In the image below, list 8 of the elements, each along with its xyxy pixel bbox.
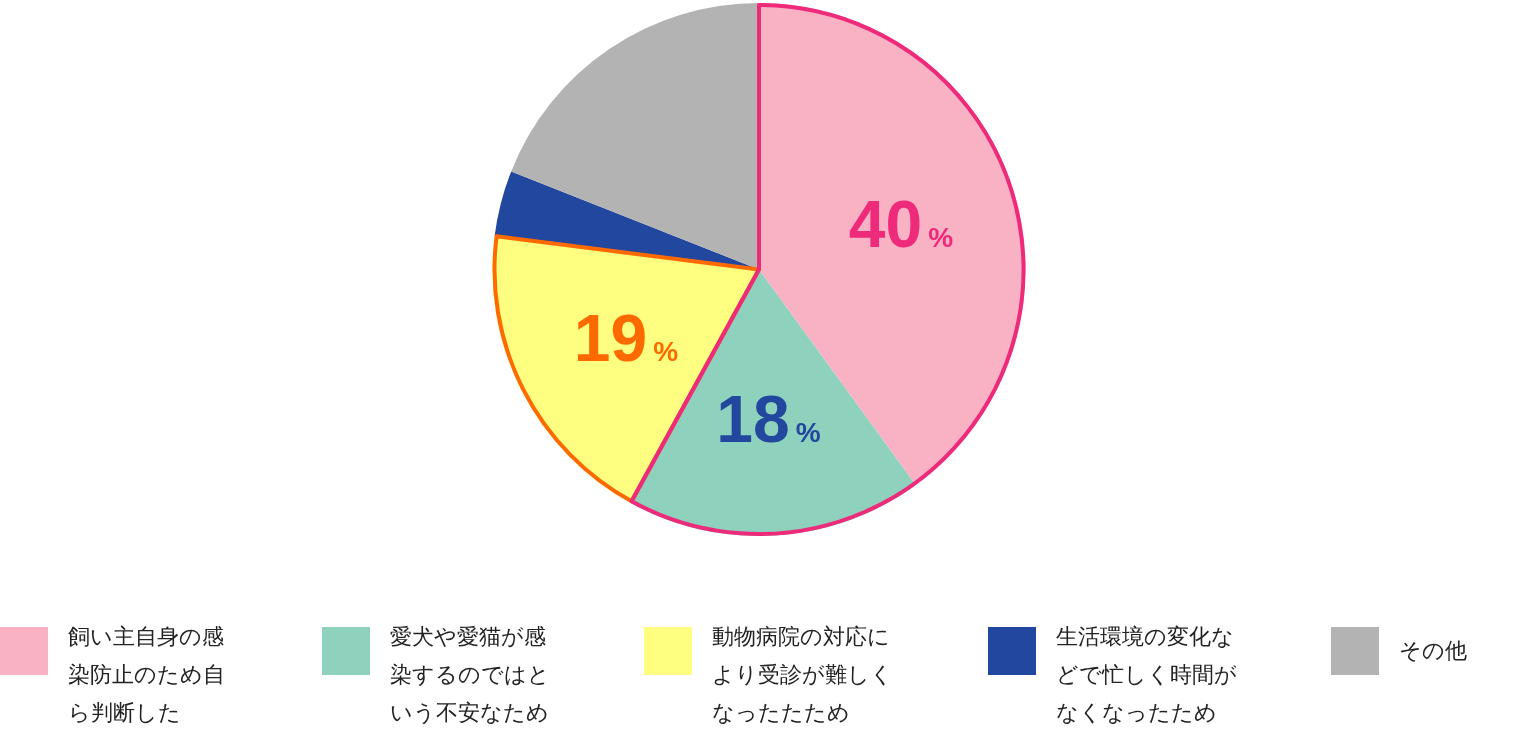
legend-label: 愛犬や愛猫が感染するのではという不安なため <box>389 623 551 727</box>
legend-label: 動物病院の対応により受診が難しくなったたため <box>711 623 894 727</box>
legend-label: 飼い主自身の感染防止のため自ら判断した <box>68 623 226 727</box>
legend-label: その他 <box>1399 637 1469 665</box>
data-label: 40% <box>848 187 954 262</box>
data-label: 19% <box>573 301 679 376</box>
legend-label: 生活環境の変化などで忙しく時間がなくなったため <box>1055 623 1238 727</box>
data-label: 18% <box>716 382 821 457</box>
